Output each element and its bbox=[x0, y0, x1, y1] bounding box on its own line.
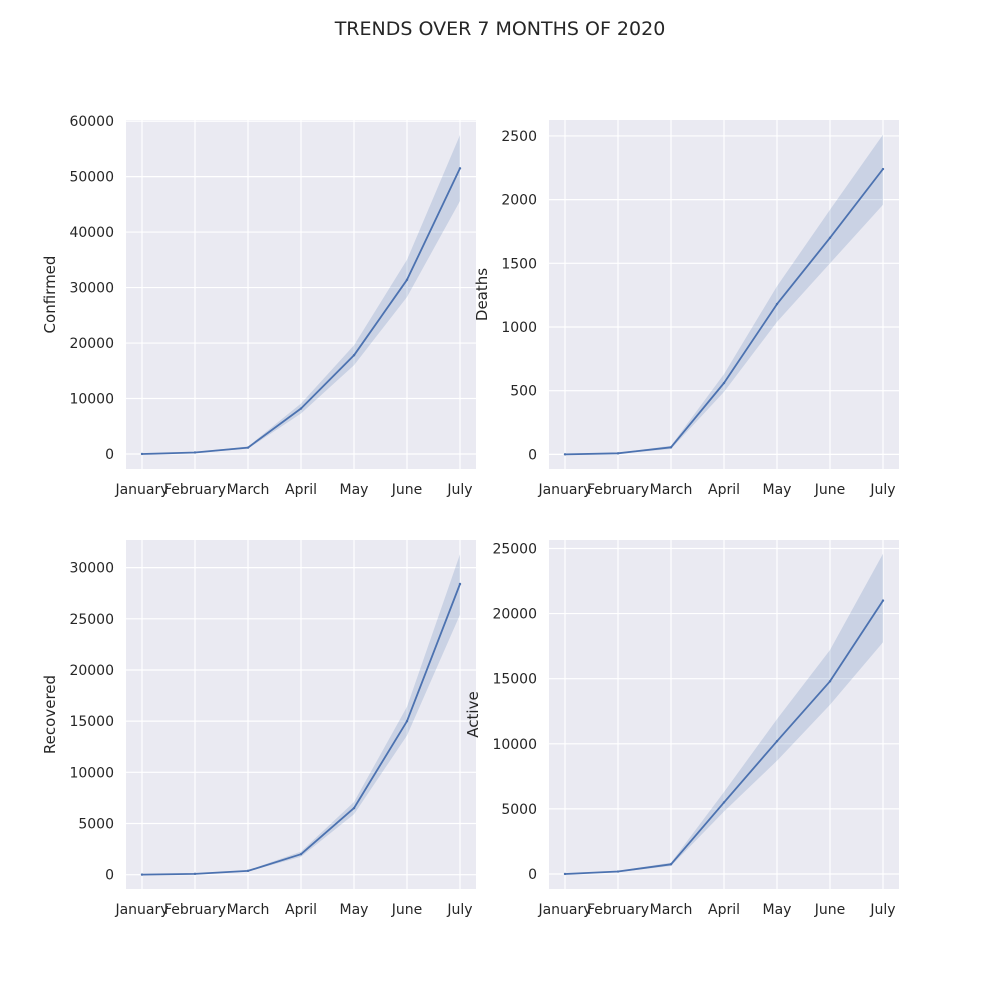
data-point bbox=[669, 863, 673, 866]
data-point bbox=[352, 806, 356, 810]
x-tick-label: March bbox=[650, 482, 693, 498]
x-tick-label: July bbox=[869, 902, 895, 918]
data-point bbox=[616, 452, 620, 455]
x-tick-label: June bbox=[814, 482, 846, 498]
x-tick-label: March bbox=[650, 902, 693, 918]
y-tick-label: 60000 bbox=[69, 114, 114, 130]
data-point bbox=[563, 872, 567, 876]
y-tick-label: 10000 bbox=[69, 765, 114, 781]
y-tick-label: 0 bbox=[528, 867, 537, 883]
y-tick-label: 25000 bbox=[492, 541, 537, 557]
x-tick-label: January bbox=[114, 482, 168, 498]
x-tick-label: January bbox=[537, 482, 591, 498]
data-point bbox=[775, 739, 779, 743]
data-point bbox=[352, 354, 356, 357]
y-tick-label: 15000 bbox=[492, 672, 537, 688]
x-tick-label: April bbox=[708, 482, 740, 498]
data-point bbox=[722, 801, 726, 804]
y-tick-label: 1000 bbox=[501, 320, 537, 336]
data-point bbox=[246, 446, 250, 449]
x-tick-label: May bbox=[763, 482, 792, 498]
x-tick-label: April bbox=[285, 482, 317, 498]
y-tick-label: 0 bbox=[105, 868, 114, 884]
y-tick-label: 20000 bbox=[69, 336, 114, 352]
data-point bbox=[828, 236, 832, 240]
x-tick-label: May bbox=[763, 902, 792, 918]
data-point bbox=[458, 167, 462, 170]
data-point bbox=[299, 407, 303, 410]
x-tick-label: February bbox=[587, 902, 649, 918]
y-tick-label: 0 bbox=[528, 447, 537, 463]
data-point bbox=[881, 599, 885, 602]
x-tick-label: February bbox=[587, 482, 649, 498]
y-tick-label: 15000 bbox=[69, 714, 114, 730]
x-tick-label: June bbox=[814, 902, 846, 918]
y-tick-label: 30000 bbox=[69, 561, 114, 577]
data-point bbox=[405, 278, 409, 281]
x-tick-label: June bbox=[391, 482, 423, 498]
data-point bbox=[881, 167, 885, 171]
y-tick-label: 50000 bbox=[69, 170, 114, 186]
data-point bbox=[193, 872, 197, 876]
data-point bbox=[458, 582, 462, 586]
x-tick-label: March bbox=[227, 902, 270, 918]
x-tick-label: February bbox=[164, 482, 226, 498]
y-tick-label: 10000 bbox=[69, 392, 114, 408]
x-tick-label: July bbox=[869, 482, 895, 498]
y-tick-label: 10000 bbox=[492, 737, 537, 753]
confidence-band bbox=[565, 553, 883, 874]
confidence-band bbox=[565, 134, 883, 455]
data-point bbox=[828, 680, 832, 683]
y-tick-label: 1500 bbox=[501, 256, 537, 272]
data-point bbox=[722, 381, 726, 385]
x-tick-label: June bbox=[391, 902, 423, 918]
y-axis-label: Recovered bbox=[41, 675, 59, 754]
y-axis-label: Deaths bbox=[473, 268, 491, 321]
x-tick-label: March bbox=[227, 482, 270, 498]
x-tick-label: April bbox=[708, 902, 740, 918]
y-axis-label: Active bbox=[464, 691, 482, 737]
x-tick-label: July bbox=[446, 482, 472, 498]
data-point bbox=[563, 453, 567, 456]
x-tick-label: January bbox=[114, 902, 168, 918]
x-tick-label: January bbox=[537, 902, 591, 918]
data-point bbox=[669, 446, 673, 449]
x-tick-label: February bbox=[164, 902, 226, 918]
data-point bbox=[140, 452, 144, 456]
data-point bbox=[193, 451, 197, 454]
y-tick-label: 25000 bbox=[69, 612, 114, 628]
y-tick-label: 2000 bbox=[501, 193, 537, 209]
y-tick-label: 0 bbox=[105, 447, 114, 463]
x-tick-label: July bbox=[446, 902, 472, 918]
figure-title: TRENDS OVER 7 MONTHS OF 2020 bbox=[334, 18, 666, 40]
data-point bbox=[616, 870, 620, 873]
y-tick-label: 20000 bbox=[492, 607, 537, 623]
y-tick-label: 40000 bbox=[69, 225, 114, 241]
y-tick-label: 30000 bbox=[69, 281, 114, 297]
data-point bbox=[775, 302, 779, 306]
y-tick-label: 5000 bbox=[501, 802, 537, 818]
x-tick-label: May bbox=[340, 482, 369, 498]
y-tick-label: 20000 bbox=[69, 663, 114, 679]
data-point bbox=[140, 873, 144, 876]
x-tick-label: May bbox=[340, 902, 369, 918]
y-tick-label: 5000 bbox=[78, 816, 114, 832]
data-point bbox=[405, 719, 409, 723]
data-point bbox=[246, 869, 250, 873]
y-tick-label: 500 bbox=[510, 384, 537, 400]
x-tick-label: April bbox=[285, 902, 317, 918]
y-tick-label: 2500 bbox=[501, 129, 537, 145]
data-point bbox=[299, 853, 303, 856]
y-axis-label: Confirmed bbox=[41, 256, 59, 334]
